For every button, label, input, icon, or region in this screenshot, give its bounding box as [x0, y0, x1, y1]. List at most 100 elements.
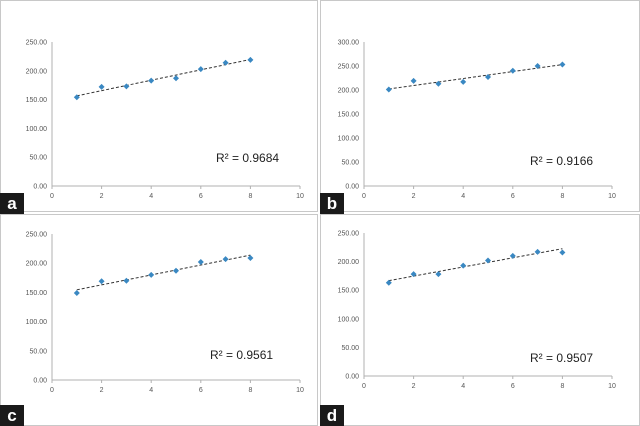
data-point — [148, 77, 155, 84]
x-tick-label: 4 — [149, 387, 153, 394]
data-point — [197, 259, 204, 266]
y-tick-label: 0.00 — [33, 378, 47, 385]
data-point — [197, 66, 204, 73]
x-tick-label: 6 — [199, 387, 203, 394]
chart-panel-c: 0.00 50.00 100.00 150.00 200.00 250.00 0 2 4 6 8 10… — [0, 214, 318, 426]
data-point — [485, 257, 491, 264]
x-tick-label: 10 — [296, 387, 304, 394]
panel-letter-badge — [0, 193, 24, 214]
r2-label: R² = 0.9166 — [530, 154, 593, 168]
y-tick-label: 50.00 — [29, 348, 47, 355]
x-tick-label: 2 — [412, 193, 416, 200]
panel-letter: c — [7, 406, 16, 425]
panel-letter-badge — [320, 405, 344, 426]
data-point — [222, 59, 229, 66]
x-tick-label: 6 — [199, 193, 203, 200]
data-point — [559, 249, 566, 256]
panel-letter: b — [327, 194, 337, 213]
data-point — [485, 74, 491, 81]
y-tick-label: 150.00 — [26, 290, 48, 297]
x-tick-label: 4 — [461, 383, 465, 390]
trendline — [388, 64, 563, 90]
data-point — [148, 271, 155, 278]
data-point — [98, 83, 105, 90]
data-point — [222, 256, 229, 263]
y-tick-label: 200.00 — [338, 88, 360, 95]
x-tick-label: 8 — [248, 387, 252, 394]
data-point — [123, 277, 130, 284]
data-point — [247, 56, 254, 63]
trendline — [76, 254, 251, 291]
y-tick-label: 300.00 — [338, 40, 360, 47]
data-point — [173, 75, 179, 82]
data-point — [410, 271, 417, 278]
y-tick-label: 200.00 — [26, 68, 48, 75]
y-tick-label: 50.00 — [341, 160, 359, 167]
x-tick-label: 6 — [511, 383, 515, 390]
y-tick-label: 150.00 — [26, 97, 48, 104]
y-tick-label: 150.00 — [338, 112, 360, 119]
trendline — [388, 248, 563, 282]
data-point — [435, 80, 442, 87]
x-tick-label: 0 — [50, 193, 54, 200]
data-point — [435, 271, 442, 278]
panel-frame — [0, 0, 318, 212]
x-tick-label: 10 — [608, 383, 616, 390]
data-point — [247, 254, 254, 261]
panel-frame — [0, 214, 318, 426]
x-tick-label: 10 — [608, 193, 616, 200]
r2-label: R² = 0.9507 — [530, 351, 593, 365]
data-point — [73, 94, 80, 101]
x-tick-label: 2 — [412, 383, 416, 390]
data-point — [534, 63, 541, 69]
data-point — [98, 278, 105, 285]
data-point — [509, 252, 516, 259]
trendline — [76, 58, 251, 97]
data-point — [509, 67, 516, 74]
data-point — [123, 83, 130, 90]
x-tick-label: 0 — [362, 193, 366, 200]
panel-letter-badge — [320, 193, 344, 214]
data-point — [460, 78, 467, 85]
y-tick-label: 50.00 — [341, 345, 359, 352]
panel-letter-badge — [0, 405, 24, 426]
y-tick-label: 200.00 — [26, 261, 48, 268]
y-tick-label: 100.00 — [338, 136, 360, 143]
y-tick-label: 100.00 — [26, 126, 48, 133]
data-point — [410, 77, 417, 84]
chart-panel-b: 0.00 50.00 100.00 150.00 200.00 250.00 300.00 0… — [320, 0, 640, 214]
data-point — [534, 248, 541, 255]
x-tick-label: 4 — [461, 193, 465, 200]
y-tick-label: 50.00 — [29, 155, 47, 162]
y-tick-label: 100.00 — [26, 319, 48, 326]
data-point — [385, 86, 392, 93]
x-tick-label: 8 — [248, 193, 252, 200]
x-tick-label: 8 — [560, 383, 564, 390]
chart-panel-a: 0.00 50.00 100.00 150.00 200.00 250.00 0 2 4 6 8 10… — [0, 0, 318, 214]
r2-label: R² = 0.9684 — [216, 151, 279, 165]
x-tick-label: 0 — [362, 383, 366, 390]
x-tick-label: 10 — [296, 193, 304, 200]
chart-panel-d: 0.00 50.00 100.00 150.00 200.00 250.00 0 2 4 6 8 10… — [320, 214, 640, 426]
y-tick-label: 250.00 — [26, 232, 48, 239]
panel-letter: a — [7, 194, 17, 213]
x-tick-label: 2 — [100, 387, 104, 394]
y-tick-label: 0.00 — [345, 184, 359, 191]
data-point — [73, 289, 80, 296]
data-point — [173, 267, 179, 274]
y-tick-label: 200.00 — [338, 259, 360, 266]
y-tick-label: 250.00 — [338, 231, 360, 238]
y-tick-label: 100.00 — [338, 316, 360, 323]
y-tick-label: 250.00 — [338, 64, 360, 71]
y-tick-label: 150.00 — [338, 288, 360, 295]
data-point — [460, 262, 467, 269]
panel-frame — [320, 214, 640, 426]
y-tick-label: 0.00 — [33, 184, 47, 191]
panel-frame — [320, 0, 640, 212]
panel-letter: d — [327, 406, 337, 425]
r2-label: R² = 0.9561 — [210, 348, 273, 362]
y-tick-label: 0.00 — [345, 374, 359, 381]
x-tick-label: 0 — [50, 387, 54, 394]
y-tick-label: 250.00 — [26, 40, 48, 47]
